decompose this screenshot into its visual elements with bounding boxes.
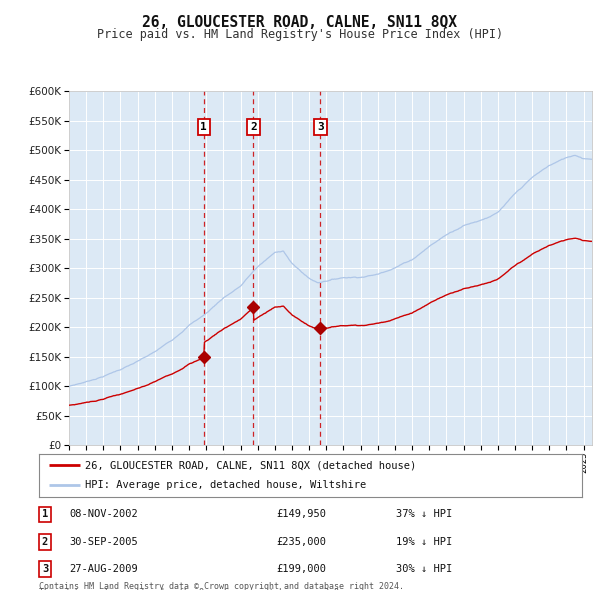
Text: 37% ↓ HPI: 37% ↓ HPI (396, 510, 452, 519)
Text: 2: 2 (42, 537, 48, 546)
Text: HPI: Average price, detached house, Wiltshire: HPI: Average price, detached house, Wilt… (85, 480, 367, 490)
Text: This data is licensed under the Open Government Licence v3.0.: This data is licensed under the Open Gov… (39, 588, 344, 590)
Text: 1: 1 (200, 122, 207, 132)
Text: 1: 1 (42, 510, 48, 519)
Text: 3: 3 (42, 564, 48, 573)
Text: 19% ↓ HPI: 19% ↓ HPI (396, 537, 452, 546)
Text: 26, GLOUCESTER ROAD, CALNE, SN11 8QX: 26, GLOUCESTER ROAD, CALNE, SN11 8QX (143, 15, 458, 30)
Text: 30-SEP-2005: 30-SEP-2005 (69, 537, 138, 546)
Text: 2: 2 (250, 122, 257, 132)
Text: 08-NOV-2002: 08-NOV-2002 (69, 510, 138, 519)
Text: Price paid vs. HM Land Registry's House Price Index (HPI): Price paid vs. HM Land Registry's House … (97, 28, 503, 41)
Text: 3: 3 (317, 122, 324, 132)
Text: £235,000: £235,000 (276, 537, 326, 546)
Text: 30% ↓ HPI: 30% ↓ HPI (396, 564, 452, 573)
Text: £199,000: £199,000 (276, 564, 326, 573)
Text: 27-AUG-2009: 27-AUG-2009 (69, 564, 138, 573)
Text: £149,950: £149,950 (276, 510, 326, 519)
Text: 26, GLOUCESTER ROAD, CALNE, SN11 8QX (detached house): 26, GLOUCESTER ROAD, CALNE, SN11 8QX (de… (85, 460, 416, 470)
Text: Contains HM Land Registry data © Crown copyright and database right 2024.: Contains HM Land Registry data © Crown c… (39, 582, 404, 590)
